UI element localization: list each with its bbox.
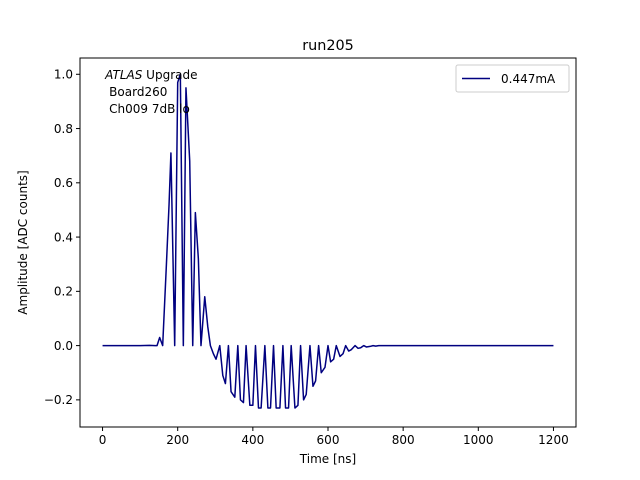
y-tick-label: 0.0 [54,339,73,353]
x-tick-label: 600 [317,433,340,447]
series-layer [102,73,554,409]
legend-label: 0.447mA [501,72,556,86]
series-line [102,73,554,409]
y-axis-label: Amplitude [ADC counts] [16,170,30,314]
x-tick-label: 200 [166,433,189,447]
y-tick-label: 0.8 [54,122,73,136]
x-tick-label: 800 [392,433,415,447]
x-tick-label: 1000 [463,433,494,447]
x-axis-label: Time [ns] [299,452,356,466]
annotation-line-1: ATLAS Upgrade [104,68,197,82]
y-tick-label: 0.2 [54,285,73,299]
legend: 0.447mA [455,64,570,93]
chart-title: run205 [302,38,354,54]
ticks-layer: 0 200 400 600 800 1000 1200 −0.2 0.0 0.2 0.4 0.6 0.8… [44,68,569,447]
y-tick-label: 0.6 [54,176,73,190]
x-tick-label: 1200 [538,433,569,447]
annotation-atlas: ATLAS [104,68,143,82]
atlas-annotation: ATLAS Upgrade Board260 Ch009 7dB lo [104,68,197,116]
y-tick-label: 0.4 [54,230,73,244]
x-tick-label: 0 [99,433,107,447]
annotation-line-2: Board260 [109,85,167,99]
x-tick-label: 400 [241,433,264,447]
y-tick-label: −0.2 [44,393,73,407]
legend-box [455,64,570,93]
y-tick-label: 1.0 [54,68,73,82]
annotation-line-3: Ch009 7dB lo [109,102,190,116]
annotation-upgrade: Upgrade [142,68,197,82]
